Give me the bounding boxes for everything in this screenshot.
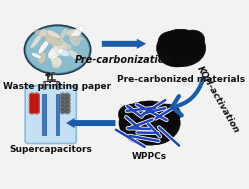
Text: Waste printing paper: Waste printing paper <box>3 82 112 91</box>
Circle shape <box>65 109 69 113</box>
Ellipse shape <box>158 32 187 56</box>
Ellipse shape <box>149 104 181 129</box>
Ellipse shape <box>48 45 63 59</box>
Ellipse shape <box>178 30 205 53</box>
Ellipse shape <box>156 29 206 67</box>
Bar <box>56 94 59 135</box>
Circle shape <box>65 98 69 101</box>
Ellipse shape <box>38 39 50 54</box>
Ellipse shape <box>32 53 41 58</box>
Circle shape <box>61 98 65 101</box>
Ellipse shape <box>56 42 71 50</box>
Text: Pre-carbonization: Pre-carbonization <box>75 55 173 65</box>
Bar <box>56 81 59 89</box>
Circle shape <box>61 101 65 105</box>
Ellipse shape <box>69 36 83 41</box>
Ellipse shape <box>45 36 62 46</box>
Ellipse shape <box>66 29 80 36</box>
Circle shape <box>65 105 69 109</box>
Ellipse shape <box>52 58 62 68</box>
Ellipse shape <box>68 50 80 60</box>
Ellipse shape <box>124 122 158 145</box>
Ellipse shape <box>51 56 62 65</box>
Circle shape <box>35 109 39 113</box>
Ellipse shape <box>71 38 80 46</box>
Ellipse shape <box>24 25 91 74</box>
Ellipse shape <box>60 28 67 39</box>
Ellipse shape <box>41 31 56 40</box>
Ellipse shape <box>38 52 46 64</box>
Circle shape <box>30 101 34 105</box>
Circle shape <box>30 98 34 101</box>
Ellipse shape <box>58 49 69 57</box>
FancyArrow shape <box>66 118 116 128</box>
Ellipse shape <box>47 30 61 39</box>
Ellipse shape <box>34 29 48 37</box>
Ellipse shape <box>118 104 150 129</box>
Circle shape <box>61 109 65 113</box>
Circle shape <box>30 94 34 98</box>
Ellipse shape <box>130 110 177 144</box>
Circle shape <box>65 101 69 105</box>
Ellipse shape <box>119 101 180 145</box>
Ellipse shape <box>122 102 169 136</box>
Bar <box>43 81 45 89</box>
Circle shape <box>61 94 65 98</box>
Ellipse shape <box>31 32 43 48</box>
Circle shape <box>35 101 39 105</box>
Ellipse shape <box>69 26 84 41</box>
Text: WPPCs: WPPCs <box>132 152 167 161</box>
Circle shape <box>61 105 65 109</box>
FancyArrow shape <box>102 39 146 49</box>
Ellipse shape <box>159 29 203 64</box>
Ellipse shape <box>39 29 47 37</box>
Bar <box>42 94 46 135</box>
Text: Supercapacitors: Supercapacitors <box>9 145 92 154</box>
Text: e$^-$: e$^-$ <box>45 70 57 80</box>
Ellipse shape <box>59 38 66 49</box>
FancyBboxPatch shape <box>25 86 76 143</box>
Ellipse shape <box>26 27 89 73</box>
Text: KOH-activation: KOH-activation <box>195 64 241 134</box>
Circle shape <box>65 94 69 98</box>
Ellipse shape <box>176 45 204 65</box>
Text: Pre-carbonized materials: Pre-carbonized materials <box>117 75 245 84</box>
Circle shape <box>30 109 34 113</box>
FancyArrowPatch shape <box>172 78 203 115</box>
Circle shape <box>30 105 34 109</box>
Ellipse shape <box>141 122 175 145</box>
Circle shape <box>35 94 39 98</box>
Circle shape <box>35 98 39 101</box>
Ellipse shape <box>158 46 190 67</box>
Ellipse shape <box>51 37 60 56</box>
Circle shape <box>35 105 39 109</box>
